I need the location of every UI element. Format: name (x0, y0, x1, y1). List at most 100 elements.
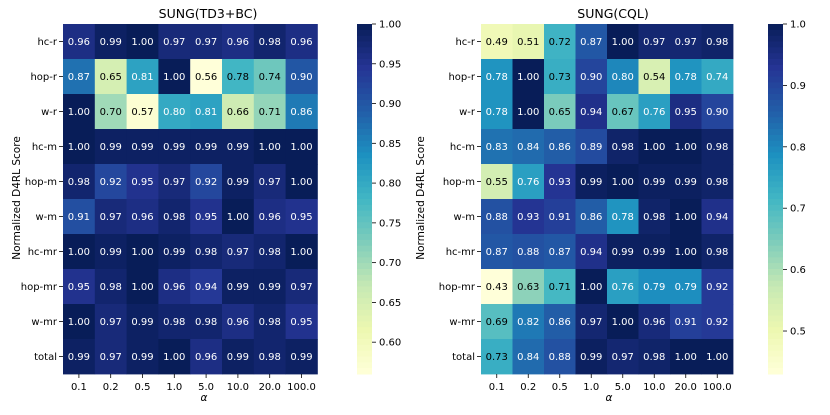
colorbar-segment (768, 88, 783, 95)
y-tick-label: hop-mr (439, 282, 476, 293)
cell-value-label: 0.63 (517, 282, 539, 293)
heatmap-cell (544, 94, 576, 130)
cell-value-label: 0.94 (580, 247, 602, 258)
cell-value-label: 0.92 (706, 317, 728, 328)
colorbar-tick-label: 0.75 (379, 218, 401, 229)
colorbar-segment (768, 152, 783, 159)
cell-value-label: 1.00 (163, 352, 185, 363)
colorbar-segment (357, 35, 372, 42)
cell-value-label: 0.72 (549, 37, 571, 48)
cell-value-label: 0.99 (100, 247, 122, 258)
cell-value-label: 0.99 (131, 352, 153, 363)
cell-value-label: 0.97 (675, 37, 697, 48)
cell-value-label: 0.78 (612, 212, 634, 223)
heatmap-cell (607, 129, 639, 165)
cell-value-label: 0.76 (517, 177, 539, 188)
heatmap-cell (253, 164, 286, 200)
cell-value-label: 0.97 (643, 37, 665, 48)
cell-value-label: 0.89 (580, 142, 602, 153)
colorbar-segment (357, 187, 372, 194)
colorbar-segment (768, 134, 783, 142)
cell-value-label: 0.98 (259, 352, 281, 363)
cell-value-label: 0.95 (131, 177, 153, 188)
heatmap-cell (607, 94, 639, 130)
colorbar-segment (357, 158, 372, 165)
heatmap-cell (670, 304, 702, 340)
cell-value-label: 0.91 (675, 317, 697, 328)
cell-value-label: 1.00 (290, 247, 312, 258)
heatmap-cell (94, 129, 127, 165)
heatmap-cell (63, 269, 96, 305)
cell-value-label: 0.99 (643, 247, 665, 258)
cell-value-label: 0.99 (163, 142, 185, 153)
heatmap-cell (670, 199, 702, 235)
colorbar-segment (768, 111, 783, 118)
cell-value-label: 0.66 (227, 107, 249, 118)
heatmap-cell (222, 234, 255, 270)
cell-value-label: 0.81 (195, 107, 217, 118)
heatmap-cell (94, 94, 127, 130)
cell-value-label: 0.86 (580, 212, 602, 223)
colorbar-segment (357, 169, 372, 177)
colorbar-segment (768, 304, 783, 311)
colorbar-segment (768, 24, 783, 31)
cell-value-label: 0.98 (195, 317, 217, 328)
colorbar-segment (357, 298, 372, 305)
cell-value-label: 0.96 (227, 317, 249, 328)
colorbar-segment (768, 99, 783, 107)
y-tick-label: hc-m (32, 142, 57, 153)
heatmap-cell (512, 24, 545, 60)
colorbar-segment (768, 263, 783, 270)
x-tick-label: 5.0 (198, 382, 214, 393)
heatmap-cell (94, 24, 127, 60)
colorbar-segment (357, 339, 372, 346)
cell-value-label: 0.98 (195, 247, 217, 258)
colorbar-segment (768, 199, 783, 206)
colorbar-segment (768, 59, 783, 66)
cell-value-label: 0.84 (517, 142, 539, 153)
cell-value-label: 0.96 (259, 212, 281, 223)
cell-value-label: 0.99 (227, 142, 249, 153)
cell-value-label: 0.96 (131, 212, 153, 223)
colorbar-tick-label: 0.60 (379, 338, 401, 349)
colorbar-segment (357, 356, 372, 363)
heatmap-cell (63, 199, 96, 235)
cell-value-label: 1.00 (131, 282, 153, 293)
heatmap-cell (190, 59, 223, 95)
colorbar-segment (357, 41, 372, 48)
colorbar-segment (357, 134, 372, 142)
colorbar-segment (357, 181, 372, 188)
cell-value-label: 1.00 (131, 247, 153, 258)
cell-value-label: 0.97 (227, 247, 249, 258)
chart-title: SUNG(CQL) (577, 6, 648, 21)
colorbar-segment (768, 222, 783, 229)
cell-value-label: 0.98 (643, 212, 665, 223)
chart-title: SUNG(TD3+BC) (159, 6, 258, 21)
heatmap-cell (607, 164, 639, 200)
cell-value-label: 1.00 (643, 142, 665, 153)
cell-value-label: 1.00 (517, 72, 539, 83)
heatmap-cell (544, 234, 576, 270)
colorbar-segment (768, 82, 783, 89)
heatmap-cell (544, 269, 576, 305)
colorbar-segment (768, 193, 783, 200)
cell-value-label: 0.94 (580, 107, 602, 118)
colorbar-segment (768, 251, 783, 258)
colorbar-tick-label: 0.65 (379, 298, 401, 309)
heatmap-cell (63, 164, 96, 200)
colorbar-tick-label: 1.0 (790, 20, 806, 31)
heatmap-cell (670, 94, 702, 130)
colorbar-segment (357, 123, 372, 130)
y-tick-label: hop-r (30, 72, 57, 83)
colorbar-segment (768, 210, 783, 217)
colorbar-segment (357, 245, 372, 252)
y-tick-label: total (452, 352, 475, 363)
cell-value-label: 0.97 (100, 352, 122, 363)
cell-value-label: 0.94 (706, 212, 728, 223)
colorbar-segment (768, 333, 783, 340)
heatmap-cell (607, 304, 639, 340)
heatmap-cell (126, 199, 159, 235)
heatmap-cell (638, 59, 671, 95)
x-tick-label: 20.0 (675, 382, 697, 393)
x-tick-label: 10.0 (643, 382, 665, 393)
